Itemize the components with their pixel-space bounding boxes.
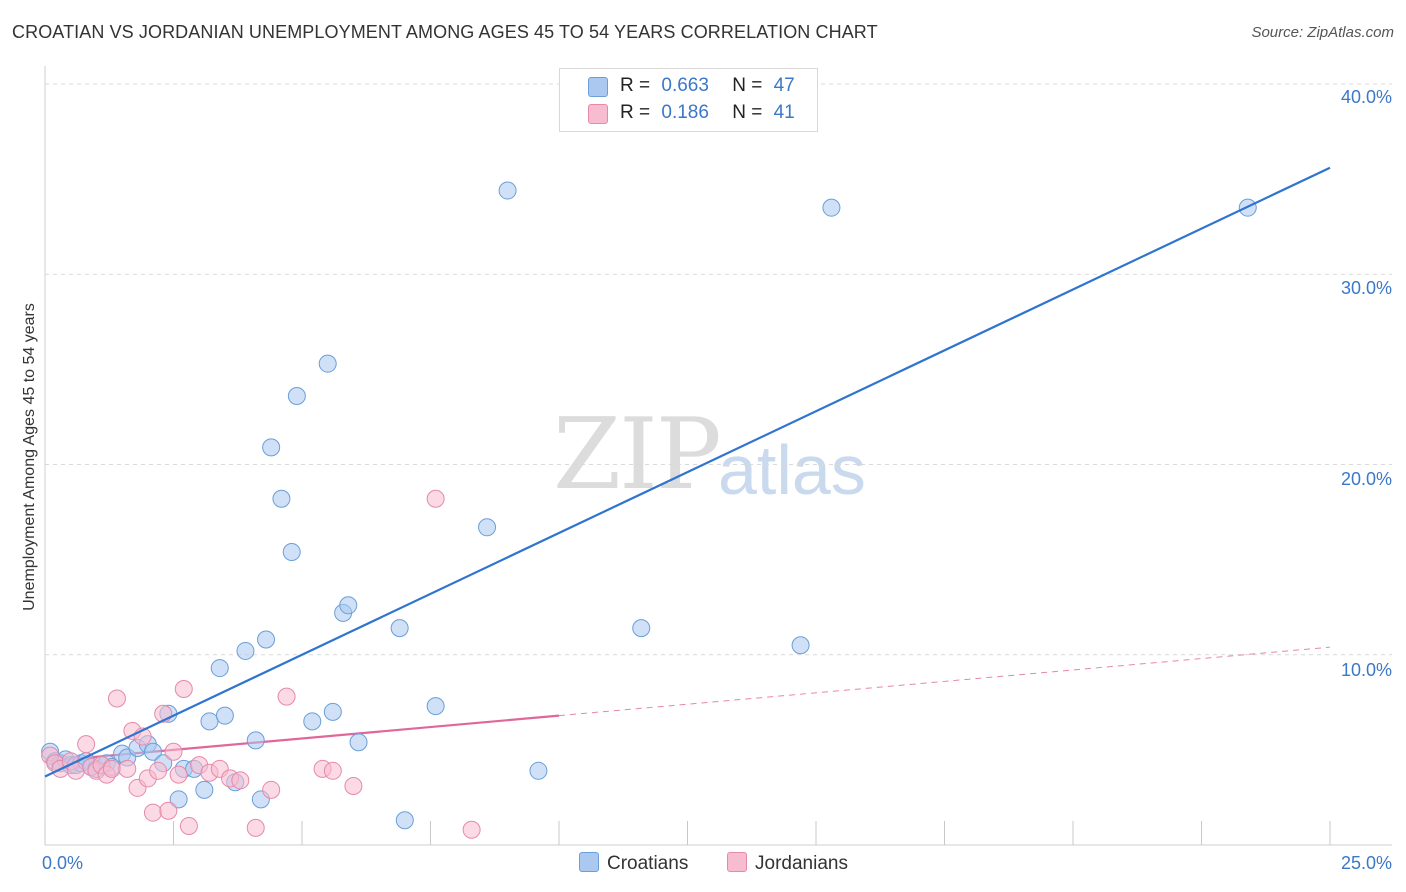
croatian-trend-line xyxy=(44,166,1331,778)
croatian-point xyxy=(339,596,358,615)
bottom-legend-croatians: Croatians xyxy=(579,852,688,875)
croatian-point xyxy=(822,198,841,217)
jordanian-trend xyxy=(44,646,1331,763)
jordanians-label: Jordanians xyxy=(755,853,848,874)
y-tick-label-40: 40.0% xyxy=(1340,87,1392,107)
r-label: R = xyxy=(620,102,651,123)
jordanian-point xyxy=(323,761,342,780)
croatian-point xyxy=(395,811,414,830)
croatian-point xyxy=(791,636,810,655)
croatian-point xyxy=(498,181,517,200)
croatian-points xyxy=(41,181,1257,830)
croatian-point xyxy=(200,712,219,731)
croatian-swatch xyxy=(588,77,608,97)
y-tick-label-20: 20.0% xyxy=(1340,469,1392,489)
jordanian-point xyxy=(277,687,296,706)
croatian-point xyxy=(632,619,651,638)
n-value: 41 xyxy=(773,102,795,123)
jordanian-point xyxy=(143,803,162,822)
jordanian-point xyxy=(174,679,193,698)
croatian-point xyxy=(426,697,445,716)
croatian-point xyxy=(529,761,548,780)
croatians-label: Croatians xyxy=(607,853,689,874)
chart-title: CROATIAN VS JORDANIAN UNEMPLOYMENT AMONG… xyxy=(12,22,878,42)
jordanian-point xyxy=(118,759,137,778)
jordanian-point xyxy=(231,771,250,790)
source-label: Source: ZipAtlas.com xyxy=(1251,24,1394,41)
croatian-point xyxy=(478,518,497,537)
legend-text-jordanians: R = 0.186 N = 41 xyxy=(620,102,795,124)
jordanian-point xyxy=(107,689,126,708)
croatian-point xyxy=(390,619,409,638)
jordanian-points xyxy=(41,489,481,839)
croatian-point xyxy=(246,731,265,750)
x-tick-marks xyxy=(44,821,1331,845)
jordanian-point xyxy=(179,816,198,835)
watermark-atlas: atlas xyxy=(718,431,866,509)
x-tick-label-max: 25.0% xyxy=(1340,853,1392,873)
jordanian-trend-line-dashed xyxy=(558,646,1331,717)
croatian-point xyxy=(323,702,342,721)
r-value: 0.663 xyxy=(661,75,709,96)
croatian-point xyxy=(287,387,306,406)
jordanian-point xyxy=(102,759,121,778)
croatian-trend xyxy=(44,166,1331,778)
croatian-point xyxy=(215,706,234,725)
croatian-point xyxy=(318,354,337,373)
r-label: R = xyxy=(620,75,651,96)
croatian-point xyxy=(169,790,188,809)
croatian-point xyxy=(349,733,368,752)
legend-text-croatians: R = 0.663 N = 47 xyxy=(620,75,795,97)
n-label: N = xyxy=(732,102,763,123)
croatian-point xyxy=(303,712,322,731)
croatian-point xyxy=(272,489,291,508)
croatian-point xyxy=(143,742,162,761)
n-value: 47 xyxy=(773,75,795,96)
y-tick-label-30: 30.0% xyxy=(1340,278,1392,298)
grid-layer xyxy=(44,66,1392,846)
jordanian-point xyxy=(246,818,265,837)
jordanian-point xyxy=(149,761,168,780)
bottom-legend-jordanians: Jordanians xyxy=(727,852,848,875)
jordanian-point xyxy=(159,801,178,820)
croatian-point xyxy=(195,780,214,799)
croatian-point xyxy=(262,438,281,457)
jordanian-point xyxy=(77,735,96,754)
jordanian-point xyxy=(262,780,281,799)
jordanian-point xyxy=(426,489,445,508)
croatian-point xyxy=(257,630,276,649)
jordanian-point xyxy=(344,777,363,796)
croatian-point xyxy=(210,659,229,678)
croatian-legend-swatch xyxy=(579,852,599,872)
r-value: 0.186 xyxy=(661,102,709,123)
jordanian-point xyxy=(462,820,481,839)
jordanian-point xyxy=(164,742,183,761)
correlation-legend: R = 0.663 N = 47 R = 0.186 N = 41 xyxy=(559,68,818,132)
jordanian-legend-swatch xyxy=(727,852,747,872)
croatian-point xyxy=(282,543,301,562)
n-label: N = xyxy=(732,75,763,96)
watermark-zip: ZIP xyxy=(553,398,722,512)
jordanian-point xyxy=(169,765,188,784)
x-tick-label-min: 0.0% xyxy=(42,853,84,873)
jordanian-swatch xyxy=(588,104,608,124)
croatian-point xyxy=(236,641,255,660)
y-tick-label-10: 10.0% xyxy=(1340,660,1392,680)
